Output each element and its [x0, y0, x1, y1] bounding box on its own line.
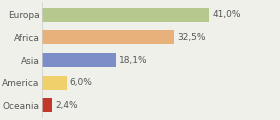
Text: 2,4%: 2,4%: [55, 101, 78, 110]
Bar: [42, 98, 52, 112]
Bar: [42, 76, 67, 90]
Text: 6,0%: 6,0%: [70, 78, 93, 87]
Bar: [42, 53, 116, 67]
Text: 32,5%: 32,5%: [178, 33, 206, 42]
Text: 18,1%: 18,1%: [119, 55, 148, 65]
Bar: [42, 8, 209, 22]
Text: 41,0%: 41,0%: [212, 10, 241, 19]
Bar: [42, 30, 174, 44]
